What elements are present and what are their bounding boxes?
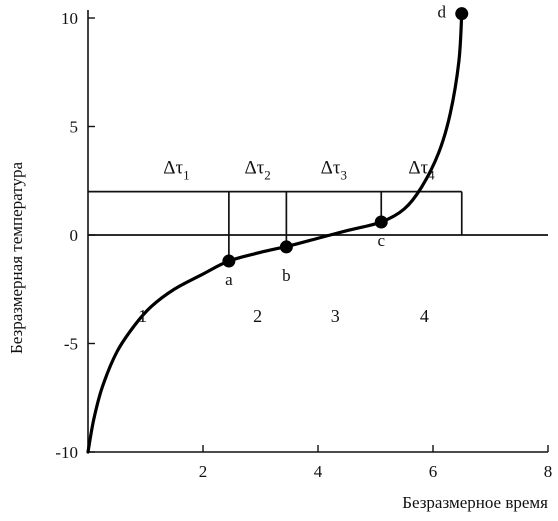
interval-label: Δτ3 [321,158,347,183]
point-d [455,7,469,21]
guide-lines [88,190,548,262]
region-label: 1 [138,306,147,326]
x-axis-title: Безразмерное время [402,493,548,512]
interval-label: Δτ1 [163,158,189,183]
region-label: 3 [331,306,340,326]
point-a [222,254,236,268]
interval-label: Δτ2 [244,158,270,183]
point-label-a: a [225,270,233,289]
x-tick-label: 8 [544,462,553,481]
region-label: 2 [253,306,262,326]
series-curve [86,12,464,454]
series-curve-group [86,12,464,454]
annotations: Δτ1 Δτ2 Δτ3 Δτ4 1 2 3 4 [138,158,435,326]
point-b [279,240,293,254]
point-c [374,215,388,229]
y-axis-title: Безразмерная температура [7,162,26,354]
y-tick-label: -5 [64,335,78,354]
region-label: 4 [420,306,429,326]
marked-points: a b c d [222,3,469,289]
x-tick-label: 6 [429,462,438,481]
point-label-c: c [377,231,385,250]
y-tick-label: 5 [70,118,79,137]
axes: 2 4 6 8 -10 -5 0 5 10 [55,9,552,481]
y-tick-label: -10 [55,443,78,462]
point-label-d: d [438,3,447,22]
x-tick-label: 4 [314,462,323,481]
x-tick-label: 2 [199,462,208,481]
point-label-b: b [282,266,291,285]
interval-label: Δτ4 [408,158,435,183]
y-tick-label: 10 [61,9,78,28]
y-tick-label: 0 [70,226,79,245]
